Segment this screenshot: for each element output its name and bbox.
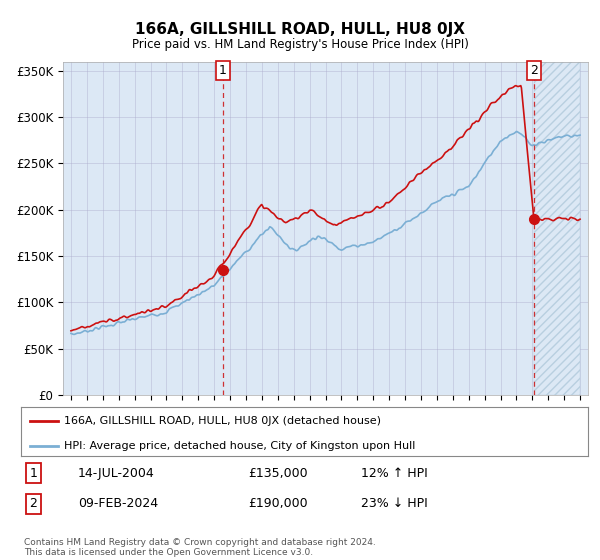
Text: 1: 1 bbox=[29, 467, 37, 480]
Text: £135,000: £135,000 bbox=[248, 467, 307, 480]
Text: 166A, GILLSHILL ROAD, HULL, HU8 0JX: 166A, GILLSHILL ROAD, HULL, HU8 0JX bbox=[135, 22, 465, 38]
Text: Price paid vs. HM Land Registry's House Price Index (HPI): Price paid vs. HM Land Registry's House … bbox=[131, 38, 469, 51]
Text: 166A, GILLSHILL ROAD, HULL, HU8 0JX (detached house): 166A, GILLSHILL ROAD, HULL, HU8 0JX (det… bbox=[64, 416, 380, 426]
Text: Contains HM Land Registry data © Crown copyright and database right 2024.
This d: Contains HM Land Registry data © Crown c… bbox=[24, 538, 376, 557]
Text: 12% ↑ HPI: 12% ↑ HPI bbox=[361, 467, 428, 480]
Text: £190,000: £190,000 bbox=[248, 497, 307, 510]
Text: 1: 1 bbox=[219, 64, 227, 77]
Text: 14-JUL-2004: 14-JUL-2004 bbox=[78, 467, 154, 480]
Text: HPI: Average price, detached house, City of Kingston upon Hull: HPI: Average price, detached house, City… bbox=[64, 441, 415, 451]
Text: 2: 2 bbox=[29, 497, 37, 510]
Text: 23% ↓ HPI: 23% ↓ HPI bbox=[361, 497, 428, 510]
Text: 2: 2 bbox=[530, 64, 538, 77]
Text: 09-FEB-2024: 09-FEB-2024 bbox=[78, 497, 158, 510]
